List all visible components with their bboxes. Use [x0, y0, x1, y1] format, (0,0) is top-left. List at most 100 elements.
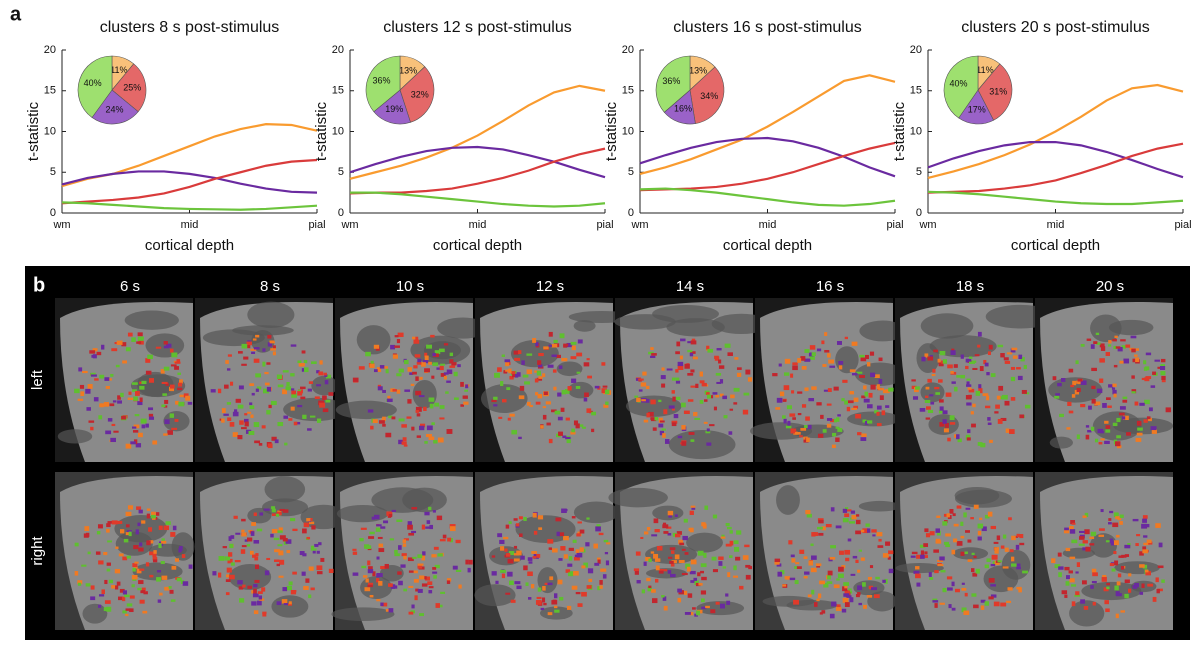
- activation-spot: [1065, 547, 1071, 552]
- activation-spot: [290, 344, 297, 347]
- series-line: [639, 141, 896, 192]
- activation-spot: [169, 384, 175, 389]
- activation-spot: [1158, 542, 1163, 548]
- activation-spot: [136, 506, 142, 510]
- activation-spot: [844, 602, 850, 607]
- row-label: right: [29, 536, 46, 566]
- activation-spot: [930, 401, 935, 405]
- activation-spot: [824, 349, 830, 353]
- activation-spot: [655, 565, 660, 571]
- activation-spot: [1025, 404, 1031, 409]
- activation-spot: [428, 397, 435, 402]
- activation-spot: [805, 510, 811, 515]
- pie-label: 11%: [976, 65, 993, 75]
- activation-spot: [1160, 358, 1166, 363]
- activation-spot: [428, 590, 433, 594]
- activation-spot: [586, 517, 590, 520]
- brain-image: [895, 472, 1033, 630]
- column-label: 14 s: [676, 278, 704, 295]
- activation-spot: [107, 418, 113, 422]
- activation-spot: [316, 370, 320, 374]
- activation-spot: [851, 407, 858, 410]
- activation-spot: [690, 505, 696, 508]
- activation-spot: [855, 593, 860, 598]
- pie-label: 24%: [106, 105, 124, 115]
- activation-spot: [942, 359, 948, 364]
- activation-spot: [387, 395, 391, 399]
- activation-spot: [446, 369, 453, 374]
- activation-spot: [956, 375, 961, 378]
- activation-spot: [361, 565, 367, 569]
- activation-spot: [244, 421, 249, 427]
- activation-spot: [84, 526, 90, 531]
- activation-spot: [913, 570, 920, 574]
- activation-spot: [428, 506, 432, 511]
- activation-spot: [164, 419, 170, 425]
- activation-spot: [408, 585, 414, 589]
- activation-spot: [566, 342, 573, 348]
- activation-spot: [816, 526, 823, 530]
- activation-spot: [689, 570, 696, 575]
- activation-spot: [967, 559, 973, 562]
- activation-spot: [92, 348, 98, 352]
- activation-spot: [1145, 523, 1150, 528]
- activation-spot: [827, 353, 831, 358]
- activation-spot: [428, 586, 434, 589]
- activation-spot: [288, 601, 292, 605]
- activation-spot: [542, 373, 546, 378]
- activation-spot: [545, 401, 551, 405]
- y-tick-label: 15: [332, 85, 344, 97]
- activation-spot: [675, 396, 681, 400]
- activation-spot: [253, 540, 260, 544]
- activation-spot: [516, 585, 522, 590]
- brain-image: [331, 472, 473, 630]
- activation-spot: [419, 376, 423, 380]
- activation-spot: [292, 571, 297, 575]
- activation-spot: [286, 585, 292, 591]
- activation-spot: [830, 507, 835, 512]
- brain-image: [755, 472, 901, 630]
- activation-spot: [301, 363, 305, 367]
- activation-spot: [573, 557, 580, 561]
- brain-surface: [200, 476, 333, 630]
- activation-spot: [127, 505, 134, 510]
- activation-spot: [1154, 359, 1160, 362]
- activation-spot: [1003, 357, 1009, 361]
- activation-spot: [278, 550, 284, 556]
- activation-spot: [1107, 405, 1112, 408]
- activation-spot: [1091, 385, 1096, 390]
- activation-spot: [93, 397, 99, 402]
- activation-spot: [533, 553, 539, 559]
- activation-spot: [1115, 591, 1120, 596]
- activation-spot: [965, 530, 971, 533]
- activation-spot: [1148, 541, 1153, 545]
- activation-spot: [563, 343, 569, 347]
- activation-spot: [270, 348, 276, 351]
- activation-spot: [107, 540, 112, 543]
- activation-spot: [837, 573, 844, 578]
- activation-spot: [394, 335, 399, 338]
- activation-spot: [248, 430, 255, 436]
- activation-spot: [967, 387, 972, 390]
- activation-spot: [241, 532, 247, 537]
- activation-spot: [322, 395, 327, 400]
- activation-spot: [380, 526, 386, 529]
- activation-spot: [491, 571, 497, 576]
- activation-spot: [394, 553, 400, 557]
- activation-spot: [774, 560, 780, 565]
- activation-spot: [169, 589, 174, 594]
- activation-spot: [789, 413, 796, 417]
- activation-spot: [445, 391, 449, 394]
- activation-spot: [687, 593, 693, 598]
- activation-spot: [942, 587, 947, 593]
- activation-spot: [453, 371, 458, 377]
- activation-spot: [537, 587, 542, 592]
- activation-spot: [1080, 343, 1085, 347]
- activation-spot: [566, 439, 571, 444]
- activation-spot: [412, 371, 417, 375]
- activation-spot: [504, 548, 508, 552]
- sulcus: [1113, 417, 1174, 435]
- activation-spot: [131, 382, 138, 385]
- activation-spot: [1118, 555, 1124, 558]
- activation-spot: [910, 555, 916, 558]
